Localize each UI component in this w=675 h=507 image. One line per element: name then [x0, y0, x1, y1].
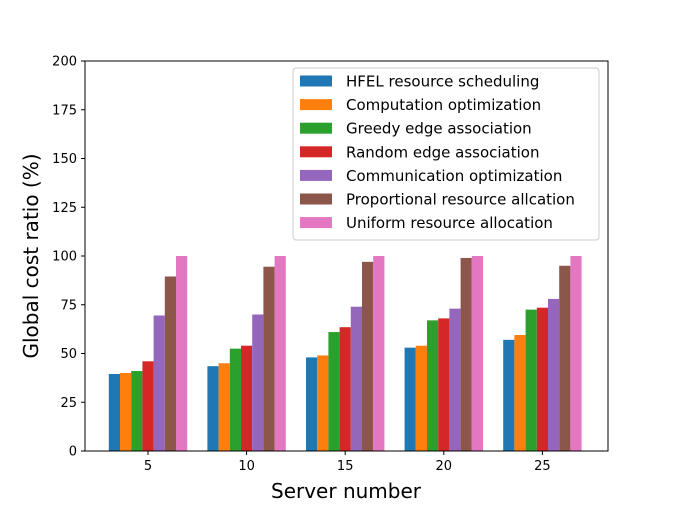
x-tick-label: 15	[337, 459, 354, 474]
bar	[328, 332, 340, 451]
y-tick-label: 50	[60, 347, 77, 362]
y-tick-label: 175	[52, 103, 77, 118]
y-tick-label: 0	[69, 445, 77, 460]
bar	[536, 307, 548, 451]
y-tick-label: 150	[52, 152, 77, 167]
bar	[548, 298, 560, 451]
bar	[427, 320, 439, 451]
y-axis: 0 25 50 75 100 125 150 175 200	[52, 55, 85, 460]
x-tick-label: 20	[436, 459, 453, 474]
y-tick-label: 100	[52, 250, 77, 265]
bar	[207, 366, 219, 451]
bar	[108, 373, 120, 451]
x-axis: 5 10 15 20 25	[144, 451, 551, 474]
legend-swatch	[300, 193, 332, 205]
legend-swatch	[300, 217, 332, 229]
bar	[263, 266, 275, 451]
bar	[252, 314, 264, 451]
bar	[229, 348, 241, 452]
legend-swatch	[300, 122, 332, 134]
bar	[415, 345, 427, 451]
bar	[471, 256, 483, 451]
y-tick-label: 200	[52, 55, 77, 70]
legend-entry-label: Computation optimization	[346, 96, 541, 114]
bar	[274, 256, 286, 451]
bar	[350, 306, 362, 451]
legend-swatch	[300, 146, 332, 158]
legend-swatch	[300, 99, 332, 111]
y-tick-label: 25	[60, 396, 77, 411]
legend: HFEL resource scheduling Computation opti…	[292, 67, 600, 241]
bar	[131, 371, 143, 451]
bar	[559, 265, 571, 451]
bar	[514, 334, 526, 451]
legend-entry-label: Uniform resource allocation	[346, 214, 553, 232]
bar	[176, 256, 188, 451]
bars-group	[108, 256, 582, 452]
bar	[362, 261, 374, 451]
bar	[164, 276, 176, 451]
bar	[438, 318, 450, 451]
bar	[306, 357, 318, 451]
x-tick-label: 10	[238, 459, 255, 474]
y-axis-label: Global cost ratio (%)	[19, 153, 43, 358]
bar	[525, 309, 537, 452]
legend-entry-label: Communication optimization	[346, 167, 562, 185]
legend-swatch	[300, 75, 332, 87]
bar	[241, 345, 253, 451]
bar	[373, 256, 385, 451]
bar	[142, 361, 154, 451]
legend-entry-label: Greedy edge association	[346, 120, 532, 138]
bar	[218, 363, 230, 451]
bar	[153, 315, 165, 451]
legend-entry-label: HFEL resource scheduling	[346, 73, 539, 91]
bar	[460, 257, 472, 451]
bar	[570, 256, 582, 451]
x-tick-label: 25	[534, 459, 551, 474]
bar	[404, 347, 416, 451]
legend-entry-label: Proportional resource allcation	[346, 191, 575, 209]
legend-frame	[292, 67, 600, 241]
y-tick-label: 75	[60, 298, 77, 313]
bar	[317, 355, 329, 451]
legend-entry-label: Random edge association	[346, 143, 539, 161]
y-tick-label: 125	[52, 201, 77, 216]
x-tick-label: 5	[144, 459, 152, 474]
bar	[120, 373, 132, 451]
x-axis-label: Server number	[271, 479, 422, 503]
bar	[339, 327, 351, 451]
bar	[503, 339, 515, 451]
legend-swatch	[300, 169, 332, 181]
bar	[449, 308, 461, 451]
